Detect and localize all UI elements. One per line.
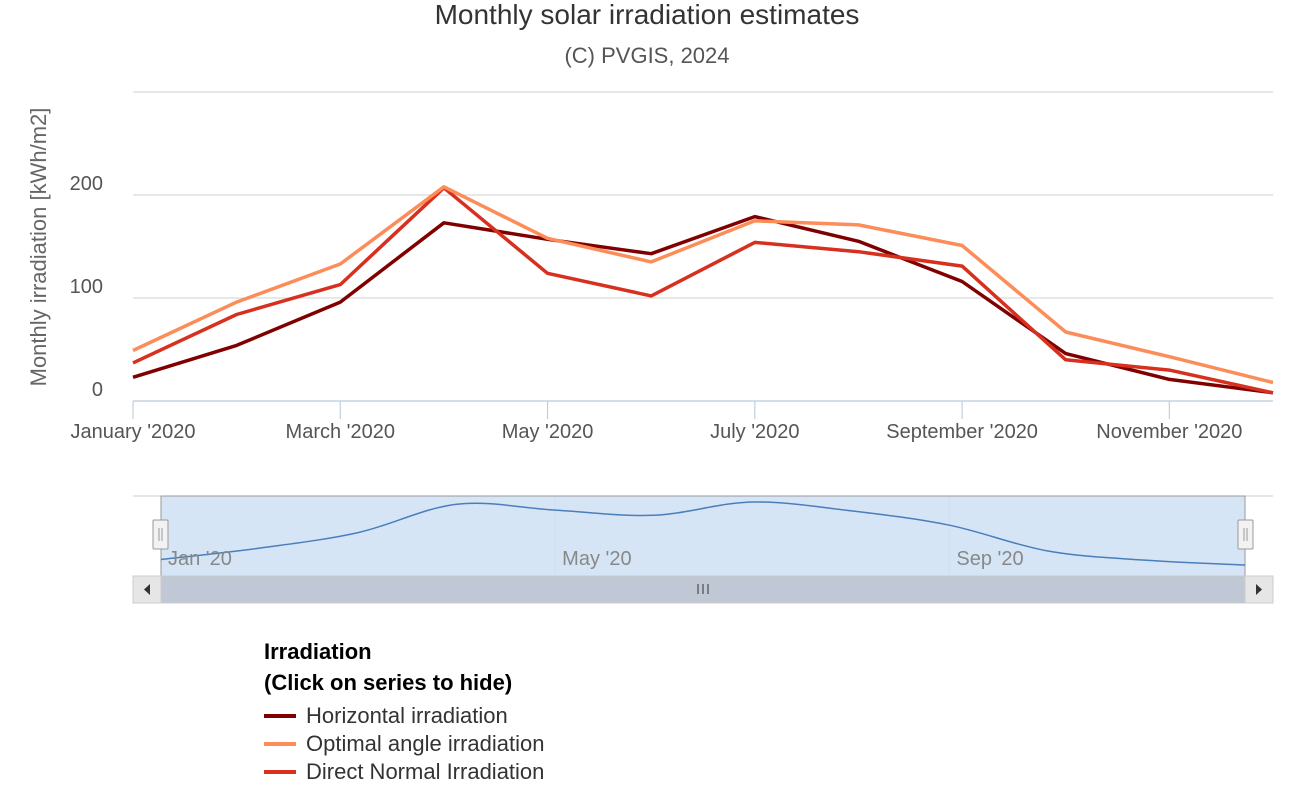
x-tick-label: September '2020: [886, 421, 1038, 443]
navigator-left-handle[interactable]: [152, 519, 169, 550]
y-tick-label: 0: [92, 379, 103, 401]
grid-lines: [133, 91, 1273, 402]
legend-title-line2: (Click on series to hide): [264, 670, 513, 695]
x-tick-label: March '2020: [286, 421, 395, 443]
legend-line-icon: [264, 714, 296, 718]
chart-title: Monthly solar irradiation estimates: [435, 0, 860, 30]
x-tick-label: January '2020: [70, 421, 195, 443]
legend-line-icon: [264, 742, 296, 746]
right-handle-box[interactable]: [1237, 519, 1254, 550]
navigator-right-handle[interactable]: [1237, 519, 1254, 550]
legend-label: Optimal angle irradiation: [306, 731, 545, 756]
arrow-right-icon: [1256, 584, 1262, 595]
legend-label: Direct Normal Irradiation: [306, 759, 545, 784]
arrow-left-icon: [144, 584, 150, 595]
series-line-2[interactable]: [132, 185, 1274, 385]
navigator-label: May '20: [562, 548, 631, 570]
navigator-label: Sep '20: [956, 548, 1023, 570]
plot-series: [132, 185, 1274, 395]
legend-line-icon: [264, 770, 296, 774]
legend-item-direct-normal[interactable]: Direct Normal Irradiation: [264, 758, 664, 786]
x-tick-label: July '2020: [710, 421, 799, 443]
navigator-labels: Jan '20 May '20 Sep '20: [168, 548, 1024, 570]
chart-subtitle: (C) PVGIS, 2024: [564, 43, 729, 68]
left-handle-box[interactable]: [152, 519, 169, 550]
series-line-1[interactable]: [132, 186, 1274, 395]
navigator[interactable]: Jan '20 May '20 Sep '20: [133, 495, 1273, 577]
y-tick-label: 100: [70, 276, 103, 298]
y-axis-title: Monthly irradiation [kWh/m2]: [26, 108, 51, 387]
legend-label: Horizontal irradiation: [306, 703, 508, 728]
legend-item-horizontal[interactable]: Horizontal irradiation: [264, 702, 664, 730]
legend-title-line1: Irradiation: [264, 639, 372, 664]
legend-item-optimal[interactable]: Optimal angle irradiation: [264, 730, 664, 758]
x-tick-label: May '2020: [502, 421, 594, 443]
x-tick-label: November '2020: [1096, 421, 1242, 443]
navigator-series-line: [160, 501, 1246, 566]
navigator-label: Jan '20: [168, 548, 232, 570]
series-line-0[interactable]: [132, 214, 1274, 395]
scrollbar-thumb[interactable]: [160, 575, 1246, 604]
navigator-scrollbar[interactable]: [132, 575, 1274, 604]
legend-items: Horizontal irradiation Optimal angle irr…: [264, 702, 1024, 786]
legend: Irradiation (Click on series to hide) Ho…: [264, 636, 1024, 786]
y-tick-label: 200: [70, 173, 103, 195]
y-axis-ticks: 0 100 200: [70, 173, 103, 401]
x-axis: January '2020 March '2020 May '2020 July '2…: [70, 400, 1273, 443]
